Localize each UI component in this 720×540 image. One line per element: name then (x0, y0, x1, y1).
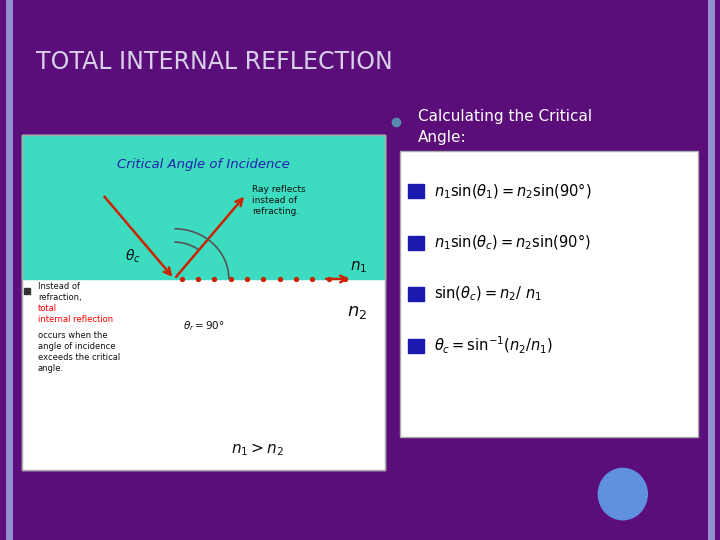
Text: Ray reflects
instead of
refracting.: Ray reflects instead of refracting. (253, 185, 306, 217)
Text: Calculating the Critical: Calculating the Critical (418, 109, 592, 124)
Bar (400, 151, 698, 437)
Text: occurs when the
angle of incidence
exceeds the critical
angle.: occurs when the angle of incidence excee… (38, 331, 120, 373)
Text: $n_2$: $n_2$ (347, 303, 367, 321)
Text: Instead of
refraction,: Instead of refraction, (38, 282, 81, 302)
Bar (22, 135, 385, 470)
Text: TOTAL INTERNAL REFLECTION: TOTAL INTERNAL REFLECTION (36, 50, 392, 74)
Text: $n_1\mathregular{sin}(\theta_c) = n_2\mathregular{sin}(90°)$: $n_1\mathregular{sin}(\theta_c) = n_2\ma… (434, 233, 591, 253)
Bar (408, 184, 424, 198)
Bar (22, 135, 385, 279)
Text: Angle:: Angle: (418, 130, 467, 145)
Text: $n_1 > n_2$: $n_1 > n_2$ (231, 441, 284, 458)
Text: $\theta_r = 90°$: $\theta_r = 90°$ (184, 319, 225, 333)
Text: $\theta_c = \mathregular{sin}^{-1}(n_2/n_1)$: $\theta_c = \mathregular{sin}^{-1}(n_2/n… (434, 335, 553, 356)
Bar (408, 339, 424, 353)
Bar (408, 287, 424, 301)
Bar (408, 236, 424, 250)
Text: $\mathregular{sin}(\theta_c) = n_2/ \ n_1$: $\mathregular{sin}(\theta_c) = n_2/ \ n_… (434, 285, 542, 303)
Bar (22, 135, 385, 470)
Text: $n_1$: $n_1$ (350, 260, 367, 275)
Text: Critical Angle of Incidence: Critical Angle of Incidence (117, 158, 289, 171)
Text: $n_1\mathregular{sin}(\theta_1) = n_2\mathregular{sin}(90°)$: $n_1\mathregular{sin}(\theta_1) = n_2\ma… (434, 181, 592, 201)
Text: $\theta_c$: $\theta_c$ (125, 247, 141, 265)
Text: total
internal reflection: total internal reflection (38, 304, 113, 324)
Ellipse shape (598, 468, 647, 519)
